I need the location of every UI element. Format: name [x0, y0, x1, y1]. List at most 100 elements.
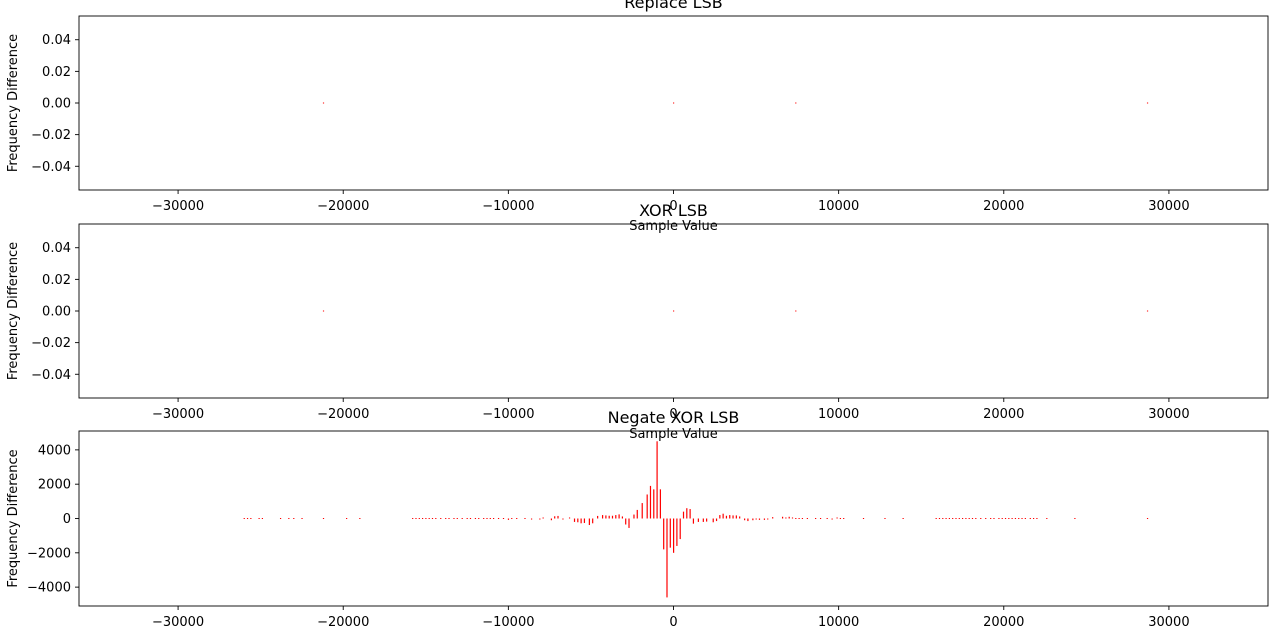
bar — [948, 518, 950, 519]
x-axis-title: Sample Value — [629, 219, 718, 234]
bar — [673, 310, 675, 312]
bar — [1011, 518, 1013, 519]
x-tick-label: 10000 — [818, 407, 859, 422]
y-axis-title: Frequency Difference — [6, 34, 21, 172]
x-tick-label: −20000 — [317, 407, 369, 422]
bar — [580, 518, 582, 524]
x-tick-label: 30000 — [1148, 199, 1189, 214]
bar — [618, 514, 620, 519]
bar — [601, 515, 604, 519]
bar — [1024, 518, 1026, 519]
bar — [625, 518, 627, 525]
bar — [573, 518, 576, 522]
bar — [669, 518, 671, 548]
bar — [702, 518, 704, 522]
panel-title: Negate XOR LSB — [608, 408, 740, 427]
x-tick-label: −20000 — [317, 615, 369, 630]
bar — [781, 516, 784, 519]
bar — [478, 518, 480, 519]
bar — [550, 518, 552, 521]
bar — [246, 518, 249, 519]
bar — [697, 518, 699, 522]
bar — [656, 441, 658, 519]
bar — [747, 518, 749, 522]
bar — [795, 518, 797, 519]
bar — [968, 518, 970, 519]
bar — [806, 518, 808, 519]
bar — [719, 515, 721, 519]
y-tick-label: −4000 — [27, 581, 71, 596]
bar — [686, 508, 688, 519]
x-axis-title: Sample Value — [629, 427, 718, 442]
bar — [486, 518, 488, 519]
bar — [715, 518, 718, 522]
bar — [542, 517, 544, 519]
bar — [445, 518, 447, 519]
bar — [597, 515, 599, 519]
bar — [507, 518, 510, 520]
y-tick-label: 0 — [63, 512, 71, 527]
bar — [985, 518, 987, 519]
y-tick-label: 0.00 — [42, 305, 71, 320]
bar — [744, 518, 746, 521]
x-tick-label: 20000 — [983, 199, 1024, 214]
x-tick-label: −10000 — [482, 407, 534, 422]
bar — [836, 517, 838, 519]
y-tick-label: 0.04 — [42, 241, 71, 256]
bar — [615, 515, 617, 519]
bar — [735, 515, 737, 519]
bar — [862, 518, 865, 519]
bar — [819, 518, 822, 519]
bar — [980, 518, 982, 519]
bar — [1146, 102, 1149, 104]
bar — [682, 511, 685, 519]
bar — [739, 516, 741, 519]
x-tick-label: −20000 — [317, 199, 369, 214]
bar — [554, 516, 556, 519]
bar — [592, 518, 594, 524]
bar — [489, 518, 491, 519]
bar — [839, 518, 841, 519]
bar — [732, 515, 734, 519]
bar — [511, 518, 513, 519]
bar — [755, 518, 757, 520]
bar — [689, 509, 691, 519]
bar — [322, 518, 325, 519]
bar — [801, 518, 804, 519]
bar — [831, 518, 833, 520]
bar — [712, 518, 714, 523]
bar — [767, 518, 769, 520]
bar — [435, 518, 437, 519]
y-tick-label: −0.04 — [31, 368, 71, 383]
bar — [583, 518, 586, 523]
bar — [788, 516, 790, 519]
bar — [1146, 310, 1149, 312]
bar — [539, 518, 541, 520]
y-axis-title: Frequency Difference — [6, 449, 21, 587]
bar — [577, 518, 579, 523]
x-tick-label: 10000 — [818, 615, 859, 630]
bar — [673, 102, 675, 104]
bar — [359, 518, 361, 519]
bar — [958, 518, 960, 519]
bar — [497, 518, 500, 519]
bar — [474, 518, 477, 519]
bar — [785, 517, 787, 519]
bar — [322, 310, 325, 312]
bar — [483, 518, 485, 519]
bar — [975, 518, 977, 519]
x-tick-label: 30000 — [1148, 615, 1189, 630]
bar — [843, 518, 845, 519]
bar — [516, 518, 518, 519]
x-tick-label: −30000 — [152, 615, 204, 630]
bar — [346, 518, 348, 519]
bar — [673, 518, 675, 553]
bar — [942, 518, 944, 519]
bar — [961, 518, 964, 519]
bar — [679, 518, 681, 540]
bar — [636, 509, 638, 519]
bar — [425, 518, 427, 519]
bar — [621, 516, 624, 519]
bar — [1021, 518, 1023, 519]
bar — [945, 518, 947, 519]
